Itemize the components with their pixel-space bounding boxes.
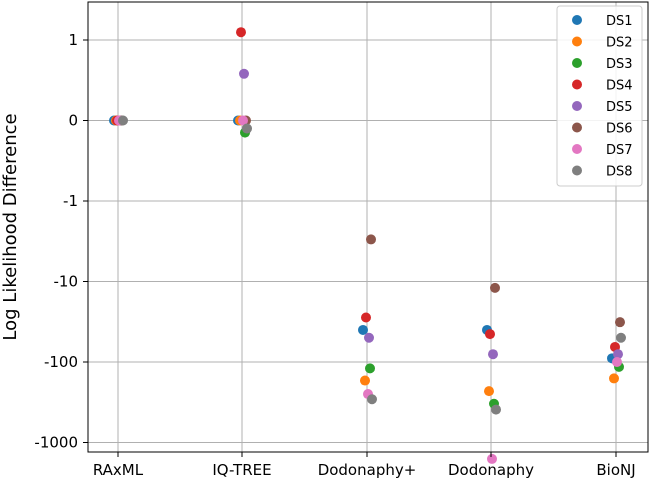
data-point-ds2 [609,373,619,384]
data-point-ds7 [487,453,497,464]
x-tick-label: Dodonaphy [448,461,534,479]
y-grid-lines [88,39,648,443]
data-point-ds7 [612,357,622,367]
legend-marker [572,58,582,68]
data-point-ds8 [491,404,501,415]
data-point-ds5 [488,349,498,360]
y-tick-label: 1 [68,31,78,49]
data-point-ds5 [364,332,374,343]
data-point-ds5 [239,68,249,79]
legend-label: DS7 [606,143,633,158]
x-tick-label: BioNJ [596,461,635,479]
legend-marker [572,15,582,25]
y-tick-label: -1000 [34,434,78,452]
legend-marker [572,101,582,111]
legend-marker [572,36,582,47]
x-tick-label: IQ-TREE [212,461,271,479]
data-points [109,27,626,464]
data-point-ds6 [615,317,625,328]
legend-marker [572,79,582,90]
data-point-ds3 [365,363,375,374]
data-point-ds8 [118,115,128,126]
x-tick-label: Dodonaphy+ [318,461,417,479]
y-tick-label: -100 [44,353,78,371]
data-point-ds2 [360,375,370,386]
legend-box [556,5,643,187]
legend-marker [572,144,582,154]
data-point-ds8 [242,123,252,134]
y-axis-label: Log Likelihood Difference [0,113,21,340]
y-tick-label: -10 [54,273,79,291]
legend-label: DS8 [606,165,633,180]
data-point-ds5 [613,349,623,360]
data-point-ds7 [238,115,248,126]
y-tick-label: -1 [63,192,78,210]
x-axis-ticks: RAxML IQ-TREE Dodonaphy+ Dodonaphy BioNJ [93,452,636,479]
data-point-ds1 [358,324,368,335]
legend: DS1 DS2 DS3 DS4 DS5 DS6 DS7 DS8 [556,5,643,187]
data-point-ds4 [236,27,246,38]
y-axis-ticks: 1 0 -1 -10 -100 -1000 [34,31,88,452]
legend-marker [572,122,582,133]
data-point-ds4 [361,312,371,323]
data-point-ds6 [366,234,376,245]
x-tick-label: RAxML [93,461,144,479]
data-point-ds8 [367,394,377,405]
data-point-ds4 [485,329,495,340]
legend-label: DS3 [606,57,633,72]
legend-label: DS1 [606,14,633,29]
plot-frame [87,1,649,453]
legend-marker [572,165,582,176]
data-point-ds6 [490,282,500,293]
data-point-ds2 [484,386,494,397]
legend-label: DS2 [606,36,633,51]
y-tick-label: 0 [68,112,78,130]
legend-label: DS4 [606,79,633,94]
legend-label: DS6 [606,122,633,137]
legend-label: DS5 [606,100,633,115]
data-point-ds8 [616,332,626,343]
